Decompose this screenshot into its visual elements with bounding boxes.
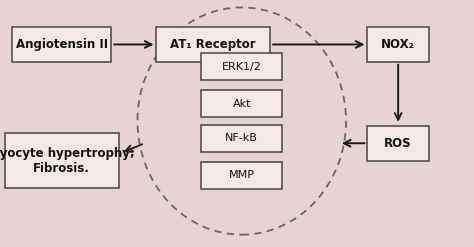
Text: ERK1/2: ERK1/2 (222, 62, 262, 72)
Text: Akt: Akt (232, 99, 251, 109)
Text: AT₁ Receptor: AT₁ Receptor (171, 38, 256, 51)
FancyBboxPatch shape (12, 27, 111, 62)
Text: NOX₂: NOX₂ (381, 38, 415, 51)
Text: MMP: MMP (229, 170, 255, 180)
FancyBboxPatch shape (5, 133, 118, 188)
Text: Myocyte hypertrophy;
Fibrosis.: Myocyte hypertrophy; Fibrosis. (0, 146, 135, 175)
FancyBboxPatch shape (201, 53, 282, 80)
Text: NF-kB: NF-kB (225, 133, 258, 143)
Text: ROS: ROS (384, 137, 412, 150)
FancyBboxPatch shape (156, 27, 270, 62)
FancyBboxPatch shape (201, 125, 282, 152)
FancyBboxPatch shape (367, 27, 429, 62)
FancyBboxPatch shape (201, 90, 282, 117)
FancyBboxPatch shape (367, 126, 429, 161)
FancyBboxPatch shape (201, 162, 282, 189)
Text: Angiotensin II: Angiotensin II (16, 38, 108, 51)
